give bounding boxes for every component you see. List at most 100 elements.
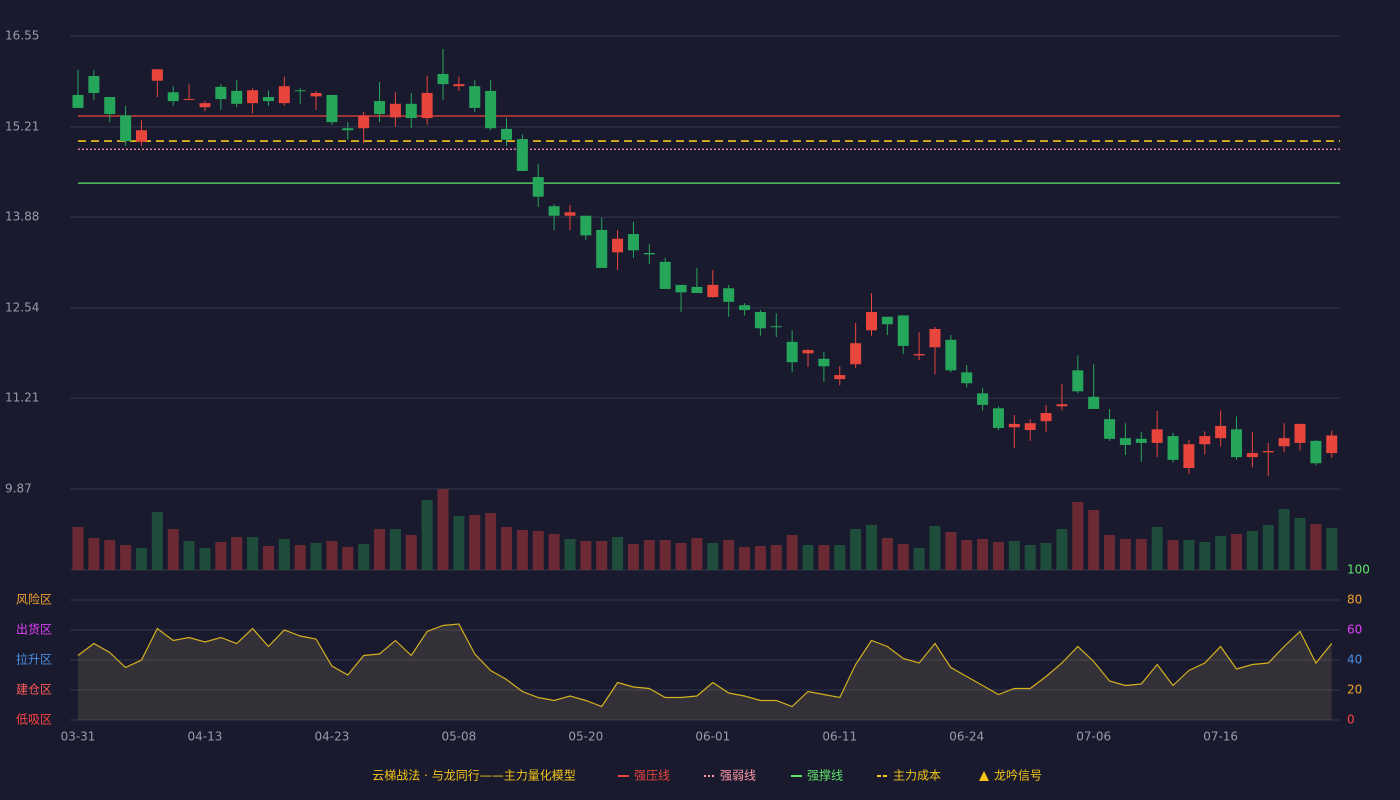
volume-bar [135,548,147,570]
candle-body [151,69,163,81]
volume-bar [992,542,1004,570]
candle-body [405,103,417,119]
candle-body [104,97,116,114]
legend-label: 主力成本 [893,769,941,783]
volume-bar [1056,529,1068,570]
x-tick-label: 05-08 [441,730,476,744]
candle-body [754,312,766,329]
volume-bar [977,539,989,570]
volume-bar [1024,545,1036,570]
y-tick-label: 12.54 [5,300,39,314]
candle-body [1072,370,1084,392]
volume-bar [580,541,592,570]
candle-body [643,253,655,255]
candle-body [818,358,830,367]
volume-bar [1040,543,1052,570]
x-tick-label: 06-24 [949,730,984,744]
volume-bar [961,540,973,570]
candle-body [326,94,338,123]
candle-body [691,286,703,294]
x-tick-label: 07-16 [1203,730,1238,744]
volume-bar [612,537,624,570]
volume-bar [88,538,100,570]
legend-title: 云梯战法 · 与龙同行——主力量化模型 [372,769,575,783]
indicator-area [78,624,1332,720]
candle-body [1040,413,1052,422]
volume-bar [231,537,243,570]
y-tick-label: 13.88 [5,210,39,224]
volume-bar [707,543,719,570]
y2-tick-label: 0 [1347,713,1355,727]
candle-body [977,393,989,405]
legend-label: 强压线 [634,769,670,783]
candle-body [897,315,909,346]
y-tick-label: 16.55 [5,29,39,43]
candle-body [374,101,386,114]
candle-body [881,316,893,325]
volume-bar [723,540,735,570]
volume-bar [485,513,497,570]
candle-body [675,284,687,293]
candle-body [247,90,259,104]
candle-body [278,86,290,104]
x-tick-label: 06-11 [822,730,857,744]
volume-bar [1310,524,1322,570]
volume-bar [929,526,941,570]
candle-body [1215,425,1227,439]
candle-body [453,84,465,87]
volume-bar [1294,518,1306,570]
volume-bar [945,532,957,570]
candle-body [485,90,497,129]
zone-label: 出货区 [16,622,52,637]
volume-bar [405,535,417,570]
volume-bar [167,529,179,570]
y-tick-label: 15.21 [5,119,39,133]
volume-bar [199,548,211,570]
candle-body [532,177,544,197]
candle-body [659,261,671,289]
candle-body [723,288,735,302]
x-tick-label: 06-01 [695,730,730,744]
y-tick-label: 11.21 [5,391,39,405]
volume-bar [691,538,703,570]
candle-body [627,234,639,251]
candle-body [913,354,925,356]
candle-body [342,128,354,131]
candle-body [1104,419,1116,439]
candle-body [548,206,560,216]
volume-bar [802,545,814,570]
volume-bar [183,541,195,570]
volume-bar [294,545,306,570]
candle-body [1088,396,1100,409]
volume-bar [453,516,465,570]
volume-bar [278,539,290,570]
volume-bar [1119,539,1131,570]
volume-bar [1104,535,1116,570]
candle-body [88,76,100,93]
candle-body [199,103,211,108]
candle-body [1008,423,1020,428]
volume-bar [1215,536,1227,570]
candle-body [1199,436,1211,445]
volume-bar [1326,528,1338,570]
candle-body [1151,429,1163,443]
legend-label: 龙吟信号 [994,768,1042,783]
volume-bar [310,543,322,570]
candle-body [469,86,481,108]
legend-label: 强弱线 [720,769,756,783]
candle-body [992,408,1004,428]
volume-bar [564,539,576,570]
candle-body [739,305,751,310]
candle-body [786,341,798,363]
candle-body [389,103,401,118]
volume-bar [627,544,639,570]
candle-body [183,99,195,101]
candle-body [961,372,973,384]
candle-body [707,284,719,298]
volume-bar [754,546,766,570]
volume-bar [786,535,798,570]
volume-bar [834,545,846,570]
candle-body [231,90,243,104]
